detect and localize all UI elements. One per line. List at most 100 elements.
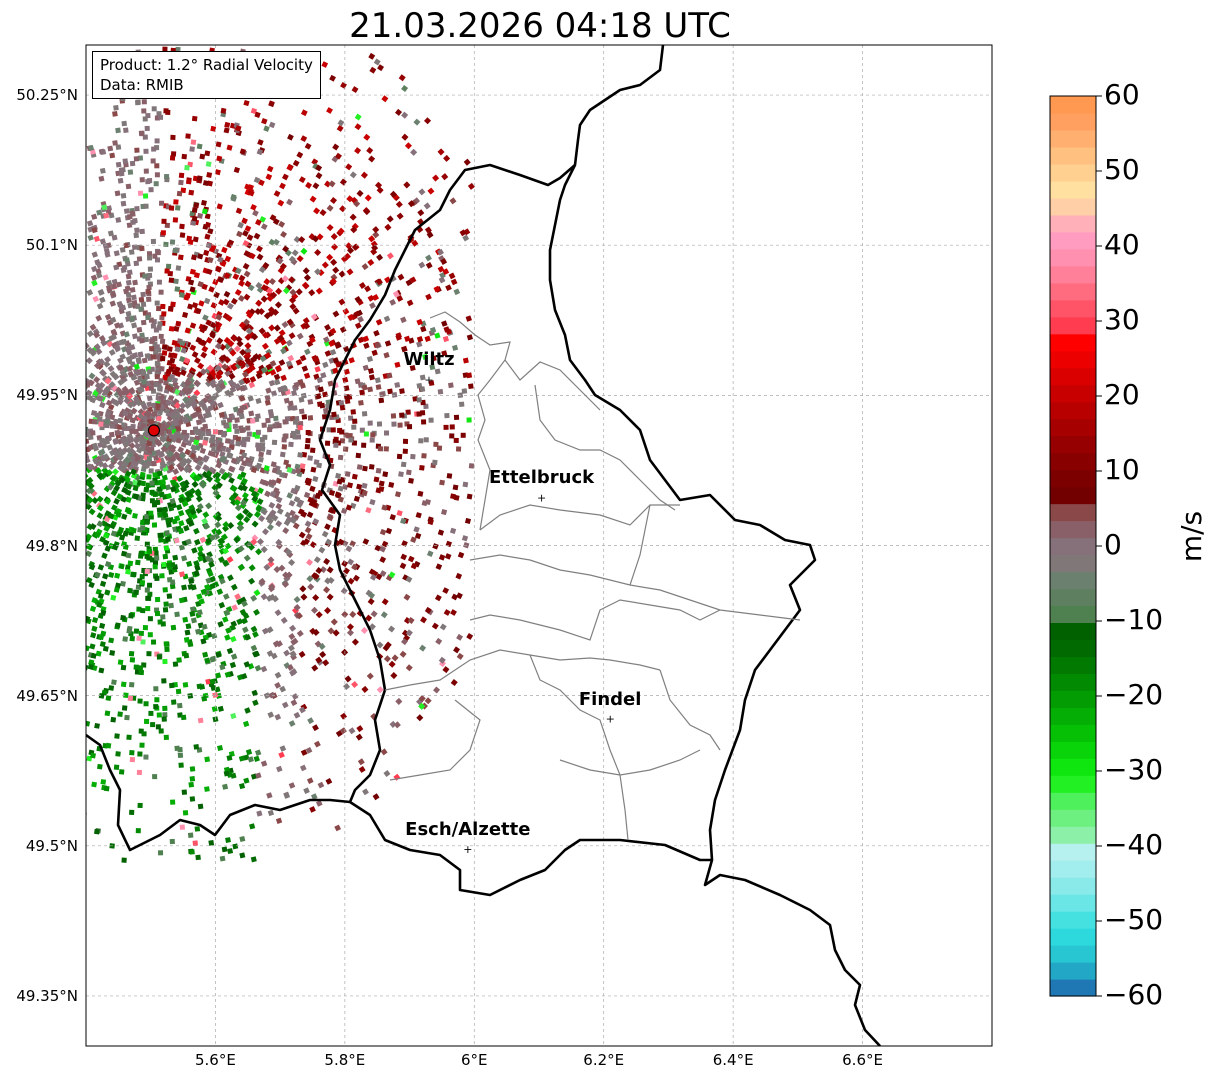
colorbar-segment: [1050, 826, 1096, 844]
colorbar-tick-label: −20: [1104, 678, 1164, 711]
colorbar-segment: [1050, 129, 1096, 148]
colorbar-segment: [1050, 299, 1096, 318]
colorbar-segment: [1050, 945, 1096, 963]
colorbar-segment: [1050, 265, 1096, 284]
district-border: [469, 554, 801, 621]
colorbar-segment: [1050, 775, 1096, 793]
colorbar-segment: [1050, 469, 1096, 488]
borders: [86, 45, 881, 1046]
colorbar-segment: [1050, 894, 1096, 912]
colorbar-segment: [1050, 333, 1096, 352]
lat-tick-label: 50.1°N: [25, 236, 78, 255]
city-marker: +: [537, 491, 546, 504]
colorbar-segment: [1050, 571, 1096, 590]
colorbar-segment: [1050, 401, 1096, 420]
colorbar-tick-label: 50: [1104, 153, 1140, 186]
colorbar-segment: [1050, 316, 1096, 335]
colorbar-tick-label: 40: [1104, 228, 1140, 261]
colorbar-tick-label: 20: [1104, 378, 1140, 411]
lat-tick-label: 49.65°N: [16, 686, 78, 705]
colorbar-segment: [1050, 707, 1096, 725]
lon-tick-label: 6.6°E: [842, 1051, 883, 1069]
colorbar-segment: [1050, 639, 1096, 657]
colorbar-tick-label: 30: [1104, 303, 1140, 336]
colorbar-segment: [1050, 486, 1096, 505]
lon-tick-label: 5.8°E: [324, 1051, 366, 1069]
lon-tick-label: 6.4°E: [712, 1051, 754, 1069]
colorbar-segment: [1050, 384, 1096, 403]
colorbar-segment: [1050, 248, 1096, 267]
colorbar-segment: [1050, 792, 1096, 810]
info-box: Product: 1.2° Radial Velocity Data: RMIB: [92, 51, 321, 99]
city-label: Wiltz: [403, 349, 455, 371]
colorbar-tick-label: 0: [1104, 528, 1122, 561]
lon-tick-label: 5.6°E: [195, 1051, 236, 1069]
colorbar-tick-label: −60: [1104, 978, 1164, 1011]
city-marker: +: [606, 713, 615, 726]
colorbar-segment: [1050, 911, 1096, 929]
city-markers: + + + +: [147, 373, 615, 856]
colorbar-segment: [1050, 588, 1096, 607]
source-label: Data: RMIB: [100, 76, 184, 94]
colorbar-segment: [1050, 282, 1096, 301]
city-marker: +: [463, 843, 472, 856]
district-border: [529, 654, 629, 841]
city-label: Esch/Alzette: [405, 818, 531, 840]
product-label: Product: 1.2° Radial Velocity: [100, 56, 313, 74]
lat-tick-label: 50.25°N: [16, 86, 78, 105]
district-border: [384, 649, 661, 691]
grid-lines: [86, 45, 992, 1046]
district-border: [469, 599, 721, 641]
colorbar-segment: [1050, 622, 1096, 640]
district-border: [629, 504, 651, 586]
colorbar-segment: [1050, 554, 1096, 573]
colorbar-segment: [1050, 877, 1096, 895]
colorbar-segment: [1050, 112, 1096, 131]
colorbar-segment: [1050, 180, 1096, 199]
colorbar-tick-label: −40: [1104, 828, 1164, 861]
city-label: Ettelbruck: [489, 467, 595, 489]
colorbar: [1049, 95, 1102, 997]
lon-tick-label: 6.2°E: [583, 1051, 625, 1069]
colorbar-tick-label: −30: [1104, 753, 1164, 786]
colorbar-segment: [1050, 231, 1096, 250]
velocity-echoes: [86, 46, 475, 863]
colorbar-tick-label: 60: [1104, 78, 1140, 111]
district-border: [479, 504, 680, 531]
colorbar-segment: [1050, 724, 1096, 742]
country-border: [318, 163, 712, 897]
colorbar-segment: [1050, 146, 1096, 165]
district-border: [659, 669, 721, 751]
city-marker: +: [424, 373, 433, 386]
colorbar-segment: [1050, 690, 1096, 708]
colorbar-segment: [1050, 197, 1096, 216]
lat-tick-label: 49.95°N: [16, 386, 78, 405]
district-border: [504, 359, 601, 411]
colorbar-segment: [1050, 605, 1096, 624]
city-label: Findel: [578, 688, 642, 710]
plot-frame: [85, 44, 993, 1047]
colorbar-segment: [1050, 96, 1096, 114]
lat-tick-label: 49.35°N: [16, 986, 78, 1005]
colorbar-segment: [1050, 843, 1096, 861]
colorbar-segment: [1050, 979, 1096, 997]
lon-tick-label: 6°E: [461, 1051, 488, 1069]
district-border: [534, 384, 676, 511]
colorbar-tick-label: −10: [1104, 603, 1164, 636]
country-border: [86, 733, 351, 852]
radar-site-marker: [147, 424, 161, 437]
colorbar-segment: [1050, 367, 1096, 386]
colorbar-segment: [1050, 741, 1096, 759]
colorbar-segment: [1050, 537, 1096, 556]
colorbar-segment: [1050, 350, 1096, 369]
colorbar-segment: [1050, 758, 1096, 776]
colorbar-segment: [1050, 452, 1096, 471]
colorbar-segment: [1050, 809, 1096, 827]
colorbar-segment: [1050, 656, 1096, 674]
colorbar-segment: [1050, 503, 1096, 522]
map-title: 21.03.2026 04:18 UTC: [349, 6, 731, 46]
colorbar-segment: [1050, 928, 1096, 946]
district-border: [389, 699, 481, 781]
colorbar-segment: [1050, 673, 1096, 691]
